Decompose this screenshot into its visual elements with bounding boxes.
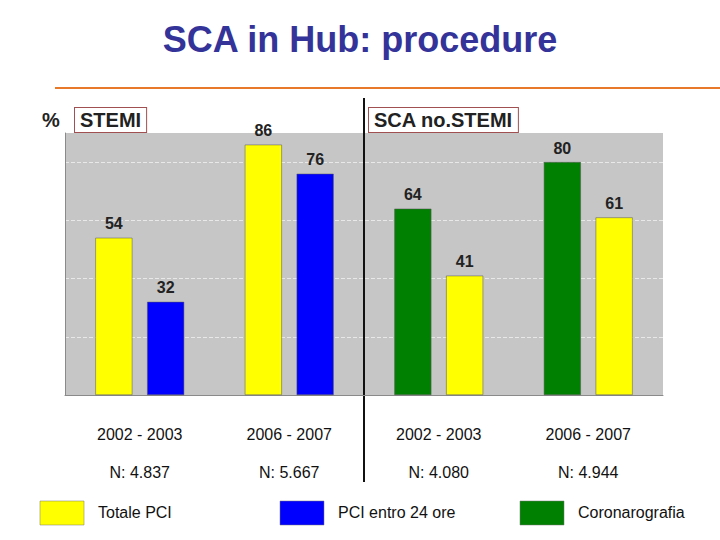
svg-text:PCI entro 24 ore: PCI entro 24 ore — [338, 504, 456, 521]
svg-text:2002 - 2003: 2002 - 2003 — [396, 426, 482, 443]
svg-text:STEMI: STEMI — [80, 109, 141, 131]
svg-text:86: 86 — [254, 122, 272, 139]
svg-text:2002 - 2003: 2002 - 2003 — [97, 426, 183, 443]
svg-text:64: 64 — [404, 186, 422, 203]
svg-text:76: 76 — [306, 151, 324, 168]
svg-text:SCA no.STEMI: SCA no.STEMI — [374, 109, 512, 131]
svg-text:41: 41 — [456, 253, 474, 270]
svg-text:2006 - 2007: 2006 - 2007 — [247, 426, 333, 443]
svg-text:61: 61 — [605, 195, 623, 212]
svg-text:%: % — [42, 109, 60, 131]
svg-text:N: 5.667: N: 5.667 — [259, 464, 320, 481]
svg-text:32: 32 — [157, 279, 175, 296]
svg-text:N: 4.080: N: 4.080 — [409, 464, 470, 481]
svg-text:Totale PCI: Totale PCI — [98, 504, 172, 521]
svg-text:SCA in Hub: procedure: SCA in Hub: procedure — [163, 19, 558, 60]
svg-text:Coronarografia: Coronarografia — [578, 504, 685, 521]
svg-text:80: 80 — [553, 140, 571, 157]
svg-text:54: 54 — [105, 215, 123, 232]
svg-text:2006 - 2007: 2006 - 2007 — [546, 426, 632, 443]
svg-text:N: 4.837: N: 4.837 — [110, 464, 171, 481]
svg-text:N: 4.944: N: 4.944 — [558, 464, 619, 481]
